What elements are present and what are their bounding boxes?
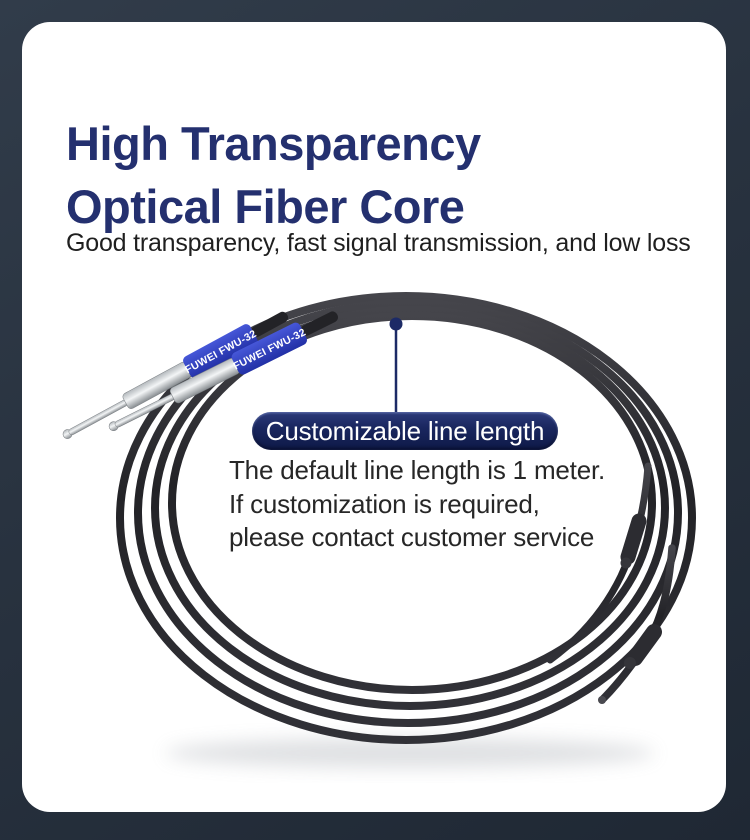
- cable-loop: [151, 306, 669, 710]
- description-line: The default line length is 1 meter.: [229, 455, 606, 485]
- ferrule-collar: [620, 557, 632, 569]
- callout-leader: [389, 317, 403, 414]
- cable-coil: [116, 292, 696, 744]
- title-line-1: High Transparency: [66, 117, 481, 170]
- cable-stub: [300, 311, 339, 336]
- page-title: High Transparency Optical Fiber Core: [66, 112, 481, 238]
- cable-loop: [116, 292, 696, 744]
- cable-tip: [598, 696, 606, 704]
- subtitle: Good transparency, fast signal transmiss…: [66, 229, 691, 257]
- cable-loop: [134, 299, 682, 727]
- callout-description: The default line length is 1 meter. If c…: [229, 454, 605, 555]
- probe-needle: [68, 399, 128, 436]
- cable-stub: [251, 311, 289, 337]
- description-line: please contact customer service: [229, 522, 595, 552]
- cable-end-b: [598, 544, 676, 704]
- cable-end-a: [546, 462, 652, 664]
- callout-badge: Customizable line length: [252, 412, 558, 450]
- cable-loop: [168, 312, 656, 694]
- description-line: If customization is required,: [229, 488, 540, 519]
- probe-label-tag: [231, 322, 307, 375]
- leader-dot-icon: [389, 317, 403, 331]
- title-line-2: Optical Fiber Core: [66, 180, 465, 233]
- ferrule-collar: [624, 657, 636, 669]
- heat-shrink-ferrule: [627, 624, 662, 666]
- coil-shadow: [165, 738, 655, 768]
- heat-shrink-ferrule: [620, 513, 647, 565]
- probe-label-tag: [183, 324, 258, 378]
